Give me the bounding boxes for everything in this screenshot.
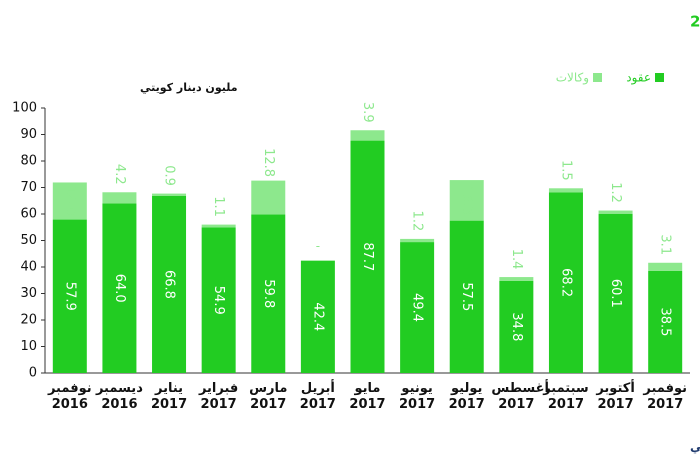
bar-segment xyxy=(400,242,435,373)
y-tick-label: 70 xyxy=(20,180,37,195)
value-label: - xyxy=(316,239,320,253)
value-label: 60.1 xyxy=(608,279,623,308)
value-label: 12.8 xyxy=(261,148,276,177)
x-tick-label: يونيو 2017 xyxy=(399,381,436,412)
bar-segment xyxy=(251,180,286,215)
x-tick-label: أكتوبر 2017 xyxy=(596,381,635,412)
legend-label: عقود xyxy=(626,71,651,86)
bar-segment xyxy=(152,193,187,196)
y-tick-label: 0 xyxy=(29,366,37,381)
bar-segment xyxy=(300,260,335,373)
chart-title: تطور قيمة التداولات العقارية الاستثمارية… xyxy=(690,13,700,31)
bar-segment xyxy=(251,214,286,373)
bar-segment xyxy=(350,130,385,141)
value-label: 49.4 xyxy=(410,293,425,322)
bar-segment xyxy=(102,203,137,373)
x-tick-label: سبتمبر 2017 xyxy=(543,381,589,412)
bar-segment xyxy=(152,195,187,373)
bar-segment xyxy=(548,188,583,193)
x-tick-label: يوليو 2017 xyxy=(448,381,485,412)
legend-label: وكالات xyxy=(556,71,589,86)
x-tick-label: أغسطس 2017 xyxy=(491,381,549,412)
value-label: 4.2 xyxy=(112,164,127,185)
value-label: 15.3 xyxy=(459,186,474,215)
value-label: 57.9 xyxy=(62,282,77,311)
value-label: 64.0 xyxy=(112,274,127,303)
x-tick-label: يناير 2017 xyxy=(150,381,188,412)
legend-swatch xyxy=(655,73,664,82)
y-tick-label: 20 xyxy=(20,313,37,328)
bar-segment xyxy=(201,224,236,228)
x-tick-label: فبراير 2017 xyxy=(198,381,239,412)
value-label: 87.7 xyxy=(360,242,375,271)
value-label: 68.2 xyxy=(558,268,573,297)
bar-segment xyxy=(102,192,137,204)
y-tick-label: 60 xyxy=(20,207,37,222)
bar-segment xyxy=(449,220,484,373)
y-tick-label: 90 xyxy=(20,127,37,142)
value-label: 1.1 xyxy=(211,196,226,217)
value-label: 34.8 xyxy=(509,312,524,341)
bar-segment xyxy=(350,140,385,373)
y-tick-label: 30 xyxy=(20,286,37,301)
bar-segment xyxy=(449,180,484,221)
value-label: 66.8 xyxy=(162,270,177,299)
y-tick-label: 10 xyxy=(20,339,37,354)
value-label: 59.8 xyxy=(261,279,276,308)
bar-segment xyxy=(52,182,87,220)
bar-segment xyxy=(598,213,633,373)
bar-segment xyxy=(52,219,87,373)
value-label: 3.9 xyxy=(360,102,375,123)
bar-segment xyxy=(648,262,683,271)
bar-segment xyxy=(548,192,583,373)
x-tick-label: مارس 2017 xyxy=(249,381,288,412)
value-label: 1.4 xyxy=(509,249,524,270)
value-label: 3.1 xyxy=(658,234,673,255)
x-tick-label: نوفمبر 2016 xyxy=(47,381,92,412)
value-label: 38.5 xyxy=(658,308,673,337)
bar-segment xyxy=(598,210,633,214)
y-tick-label: 40 xyxy=(20,260,37,275)
value-label: 1.2 xyxy=(608,182,623,203)
x-tick-label: ديسمبر 2016 xyxy=(95,381,143,412)
y-tick-label: 50 xyxy=(20,233,37,248)
value-label: 54.9 xyxy=(211,286,226,315)
bar-segment xyxy=(400,238,435,243)
y-tick-label: 100 xyxy=(12,101,37,116)
bar-segment xyxy=(499,277,534,281)
source: المصدر: إدارة التسجيل والتوثيق – وزارة ا… xyxy=(690,440,700,455)
x-tick-label: نوفمبر 2017 xyxy=(643,381,688,412)
value-label: 42.4 xyxy=(310,302,325,331)
y-tick-label: 80 xyxy=(20,154,37,169)
value-label: 1.2 xyxy=(410,211,425,232)
y-axis-label: مليون دينار كويتي xyxy=(140,81,238,94)
value-label: 57.5 xyxy=(459,282,474,311)
x-tick-label: مايو 2017 xyxy=(349,381,386,412)
value-label: 1.5 xyxy=(558,160,573,181)
bar-segment xyxy=(648,270,683,373)
bar-segment xyxy=(499,280,534,373)
x-tick-label: أبريل 2017 xyxy=(299,381,336,412)
legend-swatch xyxy=(593,73,602,82)
bar-segment xyxy=(201,227,236,373)
value-label: 14.0 xyxy=(62,187,77,216)
value-label: 0.9 xyxy=(162,165,177,186)
